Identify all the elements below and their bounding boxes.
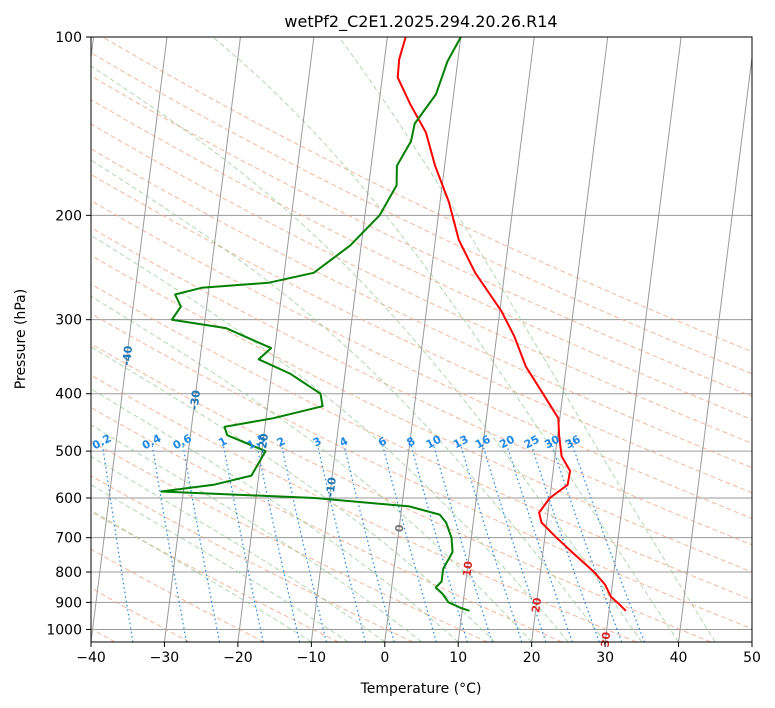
moist-adiabat-line [91, 388, 459, 642]
mixing-ratio-label: 10 [424, 433, 444, 452]
dry-adiabat-line [102, 37, 752, 353]
moist-adiabat-line [91, 295, 533, 642]
isotherm-line [237, 37, 315, 642]
mixing-ratio-line [410, 445, 468, 642]
dry-adiabat-line [91, 406, 563, 642]
temperature-profile-line [396, 37, 627, 612]
x-tick-label: 40 [670, 650, 688, 666]
isotherm-line [604, 37, 682, 642]
moist-adiabat-line [91, 65, 643, 642]
isotherm-label: -40 [120, 345, 135, 367]
isotherm-line [531, 37, 609, 642]
dry-adiabat-line [91, 227, 752, 546]
dry-adiabat-line [91, 52, 752, 375]
plot-area [91, 37, 752, 642]
mixing-ratio-line [222, 445, 264, 642]
x-tick-label: −30 [150, 650, 180, 666]
dry-adiabat-line [91, 200, 752, 519]
plot-frame [90, 36, 753, 643]
y-tick-label: 900 [55, 595, 82, 611]
dry-adiabat-line [91, 374, 637, 642]
x-tick-label: 30 [596, 650, 614, 666]
y-tick-label: 500 [55, 444, 82, 460]
isotherm-label: -20 [256, 432, 271, 454]
y-tick-label: 1000 [46, 622, 82, 638]
isotherm-label: 0 [393, 523, 407, 533]
mixing-ratio-line [256, 445, 301, 642]
isotherm-line [678, 53, 752, 642]
x-tick-label: −20 [223, 650, 253, 666]
mixing-ratio-line [433, 445, 493, 642]
y-tick-label: 600 [55, 491, 82, 507]
dry-adiabat-line [91, 440, 488, 642]
y-tick-label: 400 [55, 387, 82, 403]
isotherm-label: -10 [324, 476, 339, 498]
moist-adiabat-line [91, 484, 349, 642]
mixing-ratio-line [317, 445, 367, 642]
dry-adiabat-line [91, 587, 190, 642]
dewpoint-profile-line [160, 37, 470, 612]
mixing-ratio-line [460, 445, 523, 642]
isotherm-label: -30 [188, 389, 203, 411]
mixing-ratio-line [151, 445, 188, 642]
mixing-ratio-label: 36 [563, 433, 583, 452]
mixing-ratio-line [182, 445, 221, 642]
x-tick-label: 20 [523, 650, 541, 666]
mixing-ratio-line [102, 445, 134, 642]
dry-adiabat-line [91, 312, 752, 630]
mixing-ratio-label: 30 [542, 433, 562, 452]
mixing-ratio-label: 25 [522, 433, 542, 452]
moist-adiabat-line [338, 37, 716, 642]
mixing-ratio-line [281, 445, 327, 642]
x-tick-label: −10 [297, 650, 327, 666]
moist-adiabat-line [91, 455, 386, 642]
dry-adiabat-line [91, 173, 752, 494]
isotherm-line [91, 37, 168, 642]
dry-adiabat-line [91, 548, 265, 642]
mixing-ratio-label: 20 [497, 433, 517, 452]
y-tick-label: 300 [55, 313, 82, 329]
isotherm-line [310, 37, 388, 642]
y-axis-label: Pressure (hPa) [13, 289, 29, 389]
mixing-ratio-label: 13 [451, 433, 471, 452]
isotherm-line [457, 37, 535, 642]
moist-adiabat-line [212, 37, 679, 642]
x-tick-label: −40 [76, 650, 106, 666]
y-tick-label: 100 [55, 30, 82, 46]
moist-adiabat-line [91, 234, 569, 642]
dry-adiabat-line [91, 75, 752, 397]
chart-title: wetPf2_C2E1.2025.294.20.26.R14 [284, 12, 557, 32]
isotherm-label: 10 [460, 560, 475, 577]
isotherm-label: 20 [529, 597, 544, 614]
x-tick-label: 10 [449, 650, 467, 666]
isotherm-label: 30 [599, 631, 614, 648]
x-tick-label: 50 [743, 650, 761, 666]
isotherm-line [163, 37, 241, 642]
isotherm-line [384, 37, 462, 642]
profile-series [160, 37, 627, 612]
axes: −40 −30 −20 −10 0 10 20 30 40 5010020030040050060… [46, 30, 761, 666]
y-tick-label: 800 [55, 565, 82, 581]
mixing-ratio-label: 16 [473, 433, 493, 452]
y-tick-label: 700 [55, 531, 82, 547]
x-tick-label: 0 [380, 650, 389, 666]
y-tick-label: 200 [55, 208, 82, 224]
x-axis-label: Temperature (°C) [360, 681, 482, 697]
background-lines [91, 37, 752, 642]
moist-adiabat-line [91, 346, 496, 642]
